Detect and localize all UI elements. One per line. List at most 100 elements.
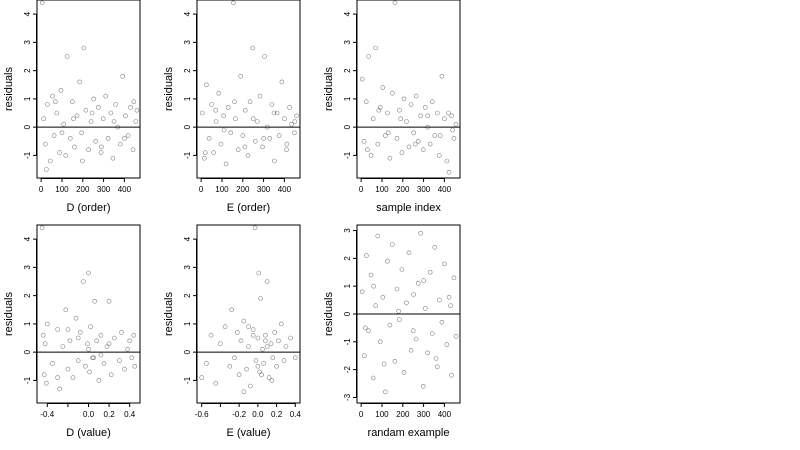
data-point — [79, 130, 84, 136]
x-tick-label: 0.4 — [124, 410, 136, 419]
data-point — [271, 110, 277, 116]
data-point — [406, 250, 412, 256]
x-tick-label: 200 — [396, 410, 410, 419]
data-point — [289, 122, 295, 127]
y-tick-label: 3 — [183, 40, 192, 45]
data-point — [45, 102, 50, 107]
data-point — [267, 136, 273, 141]
x-axis-label: D (value) — [66, 427, 111, 439]
data-point — [57, 150, 62, 155]
x-tick-label: 0.0 — [252, 410, 264, 419]
data-point — [85, 341, 90, 347]
data-point — [442, 116, 447, 121]
data-point — [451, 136, 457, 141]
data-point — [98, 332, 104, 338]
data-point — [401, 96, 407, 102]
data-point — [39, 0, 45, 6]
data-point — [382, 389, 388, 395]
x-tick-label: 200 — [76, 185, 90, 194]
x-tick-label: 100 — [55, 185, 69, 194]
data-point — [408, 102, 414, 107]
y-axis-label: residuals — [323, 291, 335, 336]
data-point — [292, 130, 297, 136]
data-point — [453, 122, 459, 127]
y-tick-label: -1 — [183, 151, 192, 159]
plot-frame — [356, 0, 461, 179]
y-tick-label: 0 — [183, 124, 192, 129]
data-point — [397, 317, 402, 322]
data-point — [259, 372, 264, 378]
data-point — [282, 116, 287, 121]
plot-frame — [36, 0, 141, 179]
y-tick-label: 1 — [23, 96, 32, 101]
data-point — [373, 303, 379, 309]
data-point — [266, 375, 272, 380]
data-point — [359, 289, 365, 295]
data-point — [98, 150, 104, 155]
data-point — [213, 380, 218, 386]
x-tick-label: 100 — [375, 185, 389, 194]
x-axis-label: E (value) — [226, 427, 270, 439]
data-point — [377, 105, 383, 110]
data-point — [279, 79, 285, 85]
data-point — [375, 141, 381, 147]
y-tick-label: 2 — [343, 256, 352, 261]
data-point — [199, 375, 204, 380]
data-point — [247, 99, 253, 104]
data-point — [108, 372, 114, 378]
data-point — [218, 141, 224, 147]
data-point — [382, 133, 388, 138]
data-point — [420, 383, 426, 389]
data-point — [238, 338, 244, 344]
data-point — [131, 332, 137, 338]
data-point — [252, 225, 258, 231]
data-point — [47, 158, 53, 164]
data-point — [59, 130, 65, 136]
data-point — [41, 116, 47, 121]
data-point — [433, 356, 439, 361]
data-point — [216, 90, 222, 96]
y-tick-label: 4 — [183, 236, 192, 241]
data-point — [284, 147, 289, 152]
data-point — [437, 297, 442, 303]
data-point — [448, 303, 453, 309]
y-tick-label: 2 — [183, 293, 192, 298]
data-point — [385, 110, 390, 116]
data-point — [361, 139, 367, 144]
data-point — [432, 245, 438, 250]
data-point — [439, 319, 445, 325]
plot-frame — [36, 224, 141, 404]
data-point — [269, 378, 275, 383]
data-point — [415, 281, 421, 286]
data-point — [257, 369, 263, 375]
data-point — [394, 286, 400, 292]
data-point — [404, 119, 409, 124]
data-point — [262, 54, 267, 59]
data-point — [264, 344, 270, 349]
data-point — [429, 331, 435, 336]
data-point — [408, 347, 414, 353]
data-point — [122, 136, 127, 141]
data-point — [65, 327, 71, 332]
data-point — [274, 110, 280, 116]
data-point — [292, 119, 298, 124]
x-tick-label: 300 — [257, 185, 271, 194]
data-point — [91, 96, 96, 102]
data-point — [123, 113, 128, 119]
plot-frame — [196, 224, 301, 404]
y-tick-label: -2 — [343, 366, 352, 374]
data-point — [420, 147, 426, 152]
data-point — [204, 82, 209, 88]
data-point — [437, 133, 443, 138]
y-tick-label: 4 — [23, 11, 32, 16]
data-point — [401, 370, 407, 375]
data-point — [250, 116, 256, 121]
y-tick-label: 3 — [343, 228, 352, 233]
data-point — [74, 113, 80, 119]
scatter-panel-4: -0.4 0.0 0.2 0.4 -1 0 1 2 3 4 D (value) residuals — [3, 224, 141, 439]
data-point — [260, 346, 265, 352]
y-tick-label: 4 — [343, 11, 352, 16]
data-point — [399, 150, 405, 155]
data-point — [288, 335, 293, 341]
data-point — [236, 372, 242, 378]
